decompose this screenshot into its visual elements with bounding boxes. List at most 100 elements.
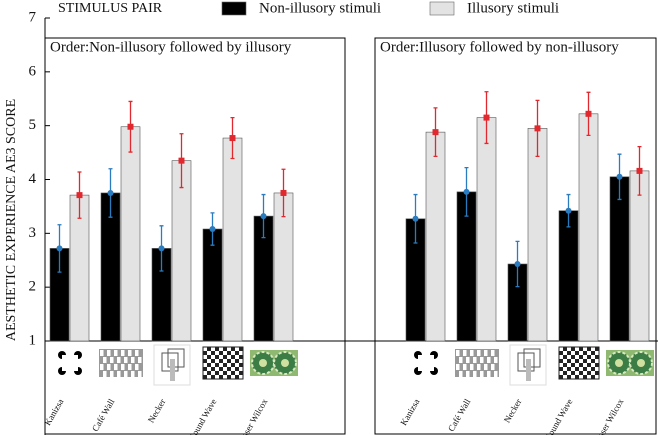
icon-part xyxy=(231,363,235,367)
mean-marker xyxy=(178,157,185,164)
icon-part xyxy=(456,364,460,370)
icon-part xyxy=(223,355,227,359)
icon-part xyxy=(418,355,434,371)
icon-part xyxy=(595,371,599,375)
icon-part xyxy=(583,367,587,371)
icon-part xyxy=(459,357,463,363)
icon-part xyxy=(470,350,474,356)
icon-part xyxy=(480,371,484,377)
stimulus-icon xyxy=(99,349,143,377)
icon-part xyxy=(223,371,227,375)
icon-part xyxy=(110,371,114,377)
mean-marker xyxy=(280,189,287,196)
icon-part xyxy=(107,350,111,356)
x-tick-label: Fraser Wilcox xyxy=(591,397,625,435)
icon-part xyxy=(203,359,207,363)
icon-part xyxy=(110,357,114,363)
icon-part xyxy=(637,359,645,367)
icon-part xyxy=(135,350,139,356)
icon-part xyxy=(211,351,215,355)
mean-marker xyxy=(56,245,63,252)
y-tick-label: 3 xyxy=(29,225,37,241)
icon-part xyxy=(494,371,498,377)
icon-part xyxy=(487,371,491,377)
icon-part xyxy=(114,350,118,356)
icon-part xyxy=(103,371,107,377)
icon-part xyxy=(239,363,243,367)
icon-part xyxy=(463,364,467,370)
stimulus-icon xyxy=(58,351,82,375)
icon-part xyxy=(579,347,583,351)
icon-part xyxy=(202,346,244,380)
panel-title: Order:Non-illusory followed by illusory xyxy=(50,39,292,55)
x-tick-label: Café Wall xyxy=(90,397,117,433)
icon-part xyxy=(203,351,207,355)
icon-part xyxy=(207,363,211,367)
icon-part xyxy=(583,351,587,355)
mean-marker xyxy=(432,129,439,136)
icon-part xyxy=(587,371,591,375)
x-tick-label: Necker xyxy=(146,397,168,425)
icon-part xyxy=(591,367,595,371)
icon-part xyxy=(124,371,128,377)
mean-marker xyxy=(260,213,267,220)
icon-part xyxy=(114,364,118,370)
bar xyxy=(527,128,548,342)
icon-part xyxy=(559,359,563,363)
legend-swatch xyxy=(221,1,247,16)
x-tick-label: Kanizsa xyxy=(398,397,421,427)
icon-part xyxy=(466,357,470,363)
icon-part xyxy=(595,363,599,367)
icon-part xyxy=(215,371,219,375)
mean-marker xyxy=(585,110,592,117)
icon-part xyxy=(575,351,579,355)
icon-part xyxy=(579,371,583,375)
icon-part xyxy=(211,359,215,363)
icon-part xyxy=(583,359,587,363)
stimulus-icon xyxy=(606,350,654,376)
icon-part xyxy=(463,350,467,356)
icon-part xyxy=(563,355,567,359)
icon-part xyxy=(571,347,575,351)
icon-part xyxy=(239,371,243,375)
legend-title: STIMULUS PAIR xyxy=(58,1,163,16)
icon-part xyxy=(235,375,239,379)
y-tick-label: 1 xyxy=(29,332,37,348)
icon-part xyxy=(219,351,223,355)
x-tick-label: Sound Wave xyxy=(543,397,574,435)
mean-marker xyxy=(107,189,114,196)
icon-part xyxy=(591,375,595,379)
icon-part xyxy=(203,367,207,371)
icon-part xyxy=(219,367,223,371)
icon-part xyxy=(559,367,563,371)
icon-part xyxy=(579,355,583,359)
icon-part xyxy=(559,375,563,379)
icon-part xyxy=(591,351,595,355)
icon-part xyxy=(491,350,495,356)
icon-part xyxy=(456,350,460,356)
icon-part xyxy=(135,364,139,370)
icon-part xyxy=(567,351,571,355)
icon-part xyxy=(227,375,231,379)
icon-part xyxy=(473,357,477,363)
legend-label: Non-illusory stimuli xyxy=(259,0,381,16)
icon-part xyxy=(571,363,575,367)
icon-part xyxy=(235,359,239,363)
x-tick-label: Sound Wave xyxy=(187,397,218,435)
icon-part xyxy=(567,367,571,371)
icon-part xyxy=(591,359,595,363)
bar xyxy=(629,170,650,342)
legend-swatch xyxy=(429,1,455,16)
icon-part xyxy=(128,350,132,356)
x-tick-label: Necker xyxy=(502,397,524,425)
icon-part xyxy=(117,357,121,363)
icon-part xyxy=(583,375,587,379)
icon-part xyxy=(571,371,575,375)
icon-part xyxy=(587,363,591,367)
icon-part xyxy=(107,364,111,370)
icon-part xyxy=(100,350,104,356)
icon-part xyxy=(484,364,488,370)
icon-part xyxy=(563,363,567,367)
icon-part xyxy=(559,351,563,355)
